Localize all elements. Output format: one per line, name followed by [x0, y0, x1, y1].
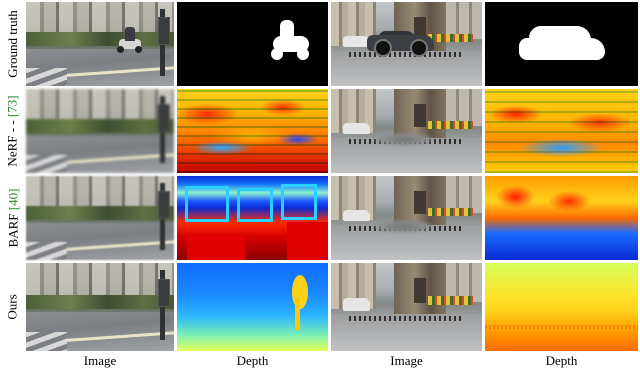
- citation-link[interactable]: [73]: [5, 95, 21, 118]
- row-label-ground-truth: Ground truth: [0, 2, 26, 86]
- column-label-image-1: Image: [83, 353, 117, 368]
- ours-image-scene2: [331, 263, 482, 351]
- barf-depth-scene1: [177, 176, 328, 260]
- column-label-image-2: Image: [390, 353, 423, 368]
- row-label-ours: Ours: [0, 263, 26, 351]
- barf-image-scene2: [331, 176, 482, 260]
- ours-depth-scene1: [177, 263, 328, 351]
- scooter-rider: [115, 27, 143, 54]
- barf-image-scene1: [26, 176, 174, 260]
- gt-mask-scene1: [177, 2, 328, 86]
- row-label-text: Ground truth: [5, 10, 20, 78]
- ours-depth-scene2: [485, 263, 638, 351]
- row-label-barf: BARF [40]: [0, 176, 26, 260]
- nerf-image-scene1: [26, 89, 174, 173]
- gt-image-scene2: [331, 2, 482, 86]
- row-label-nerf: NeRF - - [73]: [0, 89, 26, 173]
- nerf-depth-scene1: [177, 89, 328, 173]
- barf-depth-scene2: [485, 176, 638, 260]
- gt-mask-scene2: [485, 2, 638, 86]
- row-label-text: NeRF - -: [5, 117, 21, 167]
- row-label-text: BARF: [5, 210, 21, 248]
- nerf-image-scene2: [331, 89, 482, 173]
- car: [367, 29, 434, 58]
- column-label-depth-2: Depth: [545, 353, 578, 368]
- column-label-depth-1: Depth: [236, 353, 269, 368]
- nerf-depth-scene2: [485, 89, 638, 173]
- citation-link[interactable]: [40]: [5, 188, 21, 211]
- gt-image-scene1: [26, 2, 174, 86]
- ours-image-scene1: [26, 263, 174, 351]
- row-label-text: Ours: [5, 294, 20, 320]
